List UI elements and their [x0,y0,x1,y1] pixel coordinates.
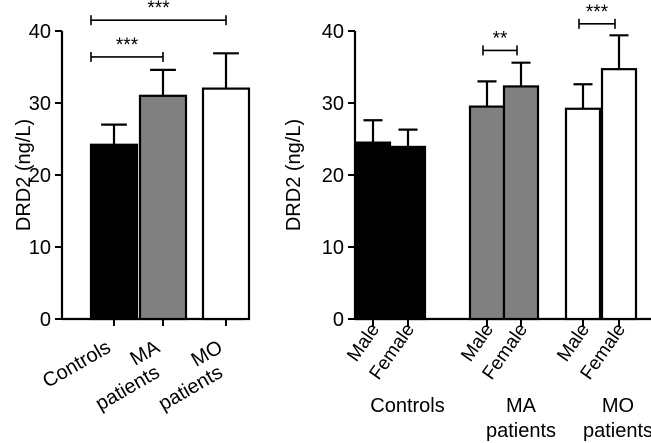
significance-bracket-1-label: ** [493,28,508,49]
x-group-label: MA [506,395,537,417]
y-tick-label: 10 [322,237,344,259]
significance-bracket-2-label: *** [147,0,170,19]
x-group-label: Controls [370,395,444,417]
y-tick-label: 40 [322,21,344,43]
x-group-label: patients [583,420,651,442]
y-axis-label: DRD2 (ng/L) [13,119,35,231]
y-tick-label: 20 [29,165,51,187]
y-tick-label: 0 [333,309,344,331]
bar-controls-male [354,141,392,321]
bar-mo-patients-female [600,68,638,321]
significance-bracket-1-label: *** [116,35,139,56]
x-group-label: patients [486,420,556,442]
bar-controls [89,143,139,321]
bar-ma-patients-female [502,85,540,321]
y-tick-label: 10 [29,237,51,259]
y-tick-label: 30 [29,93,51,115]
x-category-label: Controls [39,336,115,392]
x-group-label: MO [602,395,634,417]
bar-mo-patients [201,87,251,321]
x-category-label: patients [92,361,164,415]
y-tick-label: 30 [322,93,344,115]
bar-mo-patients-male [564,107,602,321]
y-tick-label: 0 [40,309,51,331]
y-tick-label: 40 [29,21,51,43]
y-tick-label: 20 [322,165,344,187]
bar-controls-female [389,145,427,321]
bar-ma-patients [138,94,188,321]
significance-bracket-2-label: *** [586,2,609,23]
y-axis-label: DRD2 (ng/L) [283,119,305,231]
x-category-label: patients [155,361,227,415]
bar-ma-patients-male [468,105,506,321]
